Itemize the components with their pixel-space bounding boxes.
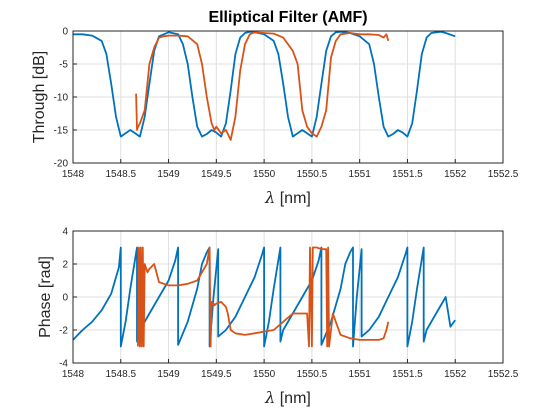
through-y-tick-label: -20 — [54, 159, 69, 170]
chart-title: Elliptical Filter (AMF) — [208, 9, 367, 26]
through-y-tick-label: -10 — [54, 93, 69, 104]
through-y-tick-label: -15 — [54, 126, 69, 137]
through-y-axis-label: Through [dB] — [31, 51, 48, 144]
through-x-tick-label: 1551 — [349, 169, 372, 180]
phase-x-tick-label: 1549.5 — [201, 369, 232, 380]
through-x-tick-label: 1552.5 — [488, 169, 519, 180]
phase-plot-frame — [72, 230, 504, 364]
phase-x-tick-label: 1551 — [349, 369, 372, 380]
phase-x-tick-label: 1552.5 — [488, 369, 519, 380]
through-x-tick-label: 1548 — [62, 169, 85, 180]
through-x-tick-label: 1551.5 — [392, 169, 423, 180]
through-plot: Elliptical Filter (AMF) 1548 1548.5 1549 15… — [31, 9, 519, 207]
through-x-tick-label: 1552 — [444, 169, 467, 180]
phase-y-tick-label: -4 — [59, 359, 68, 370]
phase-x-axis-label: λ [nm] — [264, 388, 311, 407]
phase-x-tick-label: 1548 — [62, 369, 85, 380]
phase-y-tick-label: -2 — [59, 326, 68, 337]
phase-y-tick-label: 2 — [62, 260, 68, 271]
through-y-tick-label: 0 — [62, 27, 68, 38]
through-x-tick-label: 1549.5 — [201, 169, 232, 180]
phase-y-tick-label: 0 — [62, 293, 68, 304]
phase-x-tick-label: 1552 — [444, 369, 467, 380]
through-x-tick-label: 1548.5 — [105, 169, 136, 180]
through-series-model — [73, 30, 456, 138]
phase-x-tick-label: 1550 — [253, 369, 276, 380]
phase-y-tick-label: 4 — [62, 227, 68, 238]
through-series-measured — [135, 31, 390, 141]
through-x-axis-label: λ [nm] — [264, 188, 311, 207]
phase-x-tick-label: 1551.5 — [392, 369, 423, 380]
through-x-tick-label: 1549 — [157, 169, 180, 180]
through-x-tick-label: 1550.5 — [297, 169, 328, 180]
phase-y-axis-label: Phase [rad] — [37, 256, 54, 338]
phase-x-tick-label: 1549 — [157, 369, 180, 380]
phase-plot: 1548 1548.5 1549 1549.5 1550 1550.5 1551 1551.5… — [37, 227, 519, 408]
phase-x-tick-label: 1548.5 — [105, 369, 136, 380]
through-x-tick-label: 1550 — [253, 169, 276, 180]
phase-x-tick-label: 1550.5 — [297, 369, 328, 380]
phase-series-measured — [137, 246, 390, 348]
through-y-tick-label: -5 — [59, 60, 68, 71]
through-plot-frame — [72, 30, 504, 164]
